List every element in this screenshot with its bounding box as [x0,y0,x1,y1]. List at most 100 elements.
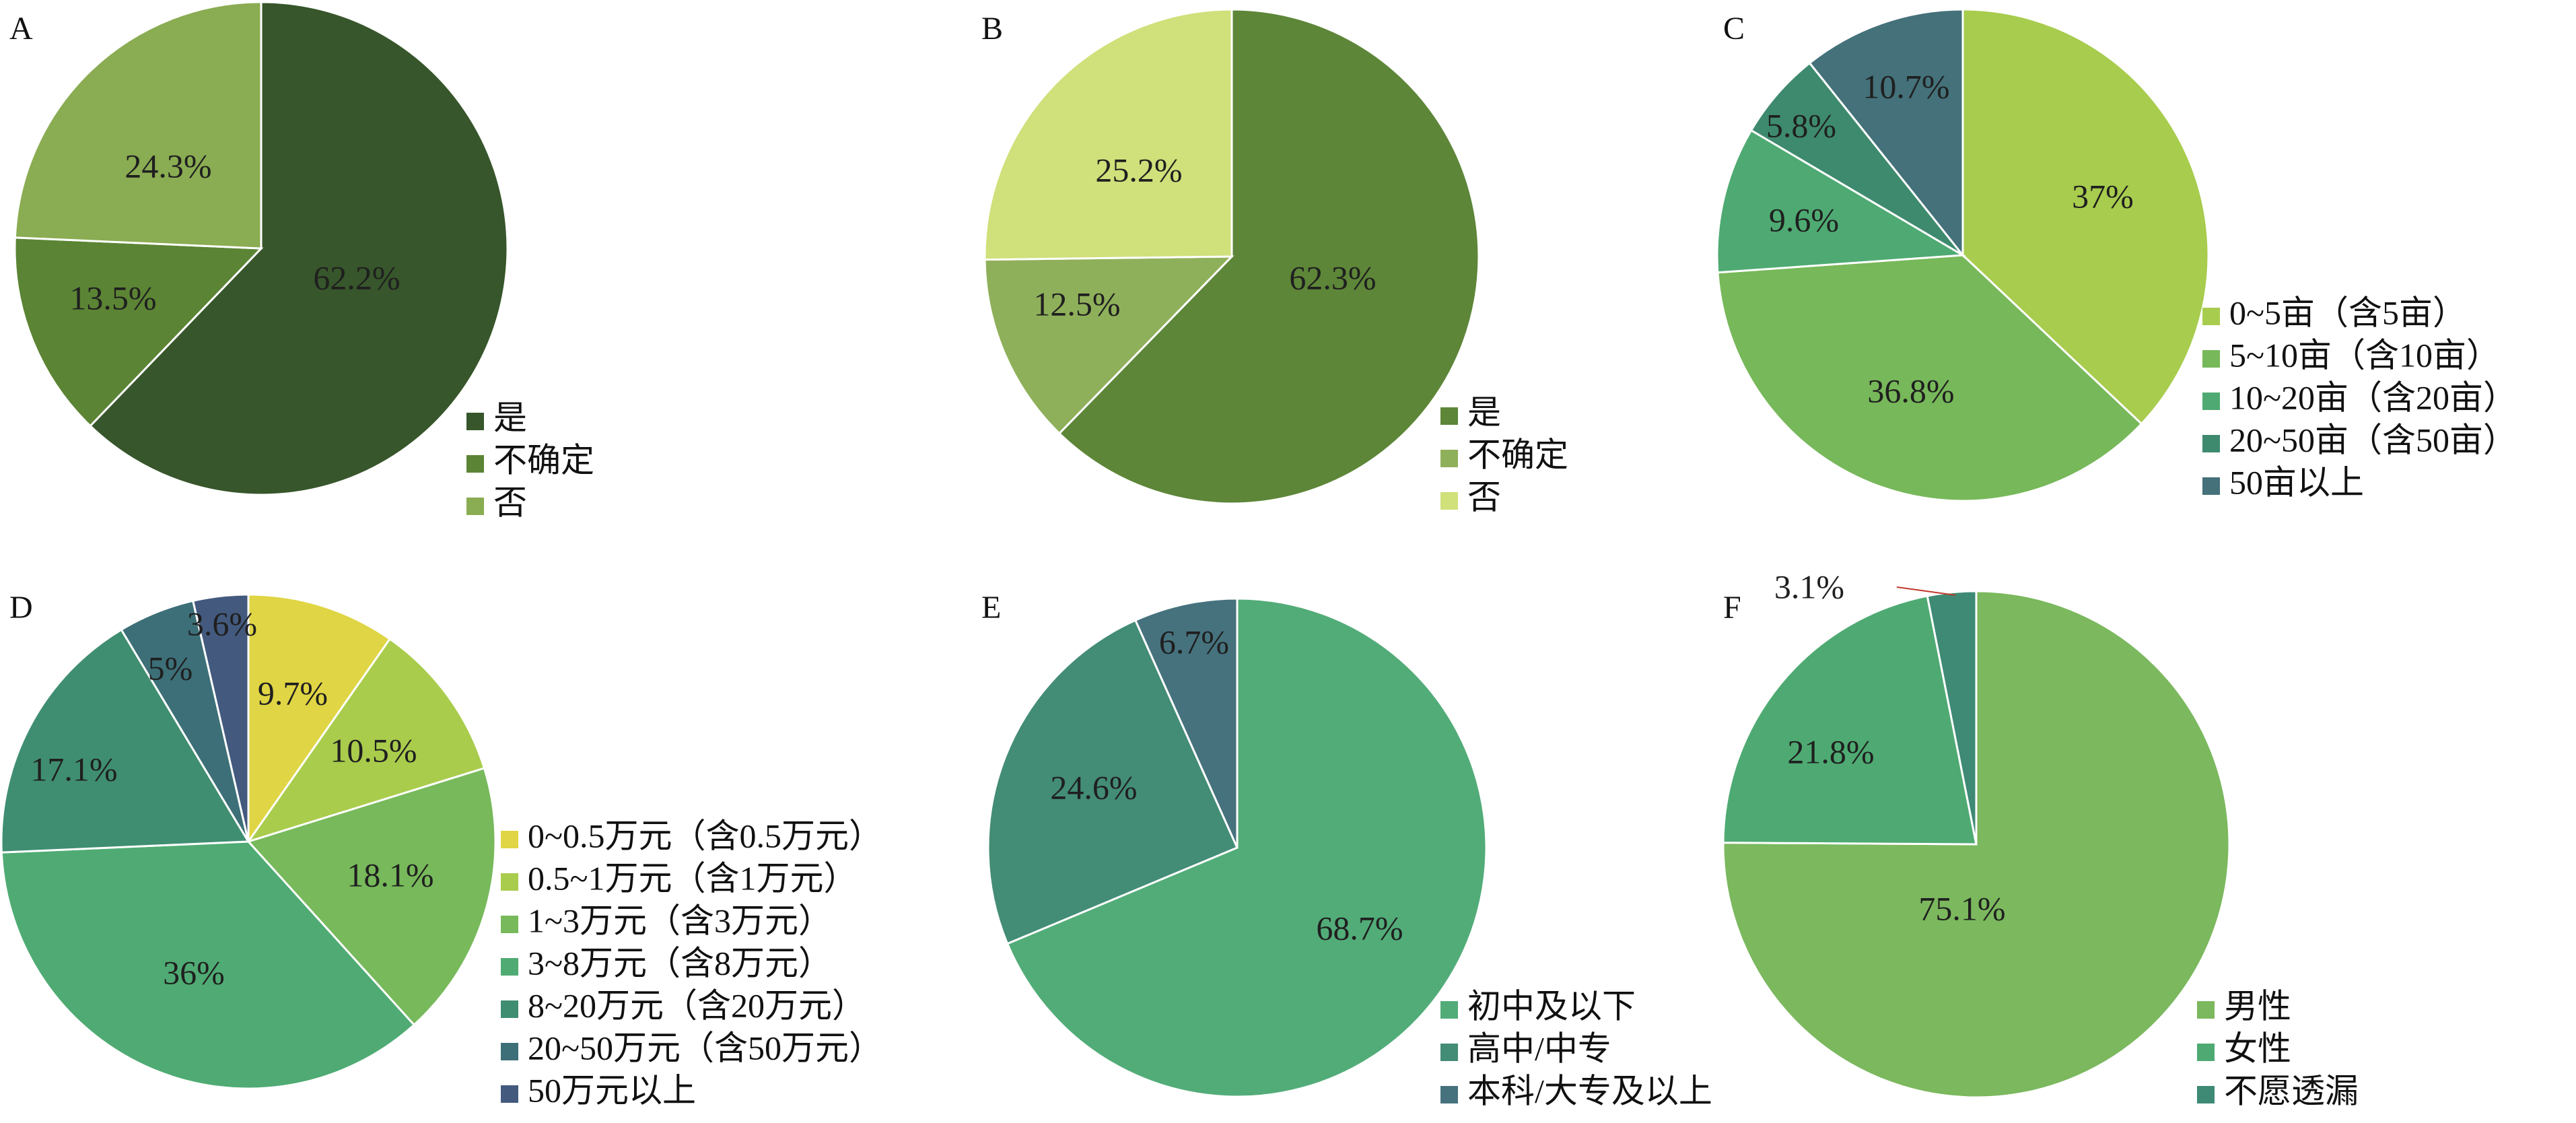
data-label: 75.1% [1918,889,2005,927]
data-label: 6.7% [1159,623,1229,660]
data-label: 13.5% [69,279,156,316]
pie-slice [1722,590,2231,1099]
data-label: 62.2% [313,259,400,296]
pie-slice [247,593,392,845]
pie-slice [0,628,250,854]
legend-swatch [2202,435,2220,452]
legend-swatch [1440,1086,1458,1103]
legend-entry: 5~10亩（含10亩） [2229,336,2500,374]
pie-slice [1808,8,1964,259]
pie-slice [246,637,486,844]
pie-chart-d: D 9.7%10.5% 18.1% 36% 17.1% 5% 3.6% 0~0.5万元（含0.… [0,590,882,1109]
data-label: 24.3% [125,147,211,184]
legend-entry: 不确定 [1467,436,1568,473]
data-label: 21.8% [1787,733,1874,770]
legend-entry: 50万元以上 [528,1071,696,1109]
panel-label: C [1723,11,1745,46]
legend-entry: 0.5~1万元（含1万元） [528,859,858,897]
legend-swatch [501,1043,518,1060]
legend-swatch [1440,492,1458,510]
legend: 0~5亩（含5亩） 5~10亩（含10亩） 10~20亩（含20亩） 20~50亩（含… [2202,294,2517,501]
panel-label: F [1723,590,1741,625]
legend-swatch [2202,350,2220,368]
legend-swatch [2197,1044,2215,1061]
pie-slice [88,1,509,496]
pie-slice [246,767,497,1027]
pie-slice [1749,61,1964,257]
legend-entry: 男性 [2224,987,2291,1025]
legend-entry: 是 [1467,393,1501,431]
data-label: 36% [163,953,225,991]
data-label: 9.6% [1769,201,1839,238]
legend-entry: 1~3万元（含3万元） [528,901,832,939]
legend-entry: 20~50万元（含50万元） [528,1029,882,1066]
legend-swatch [501,873,518,891]
legend-entry: 0~5亩（含5亩） [2229,294,2466,331]
legend-entry: 女性 [2224,1029,2291,1067]
pie-slice [13,236,264,428]
data-label: 3.1% [1774,568,1844,605]
legend-swatch [1440,1001,1458,1019]
legend-swatch [1440,407,1458,425]
legend-swatch [466,498,484,515]
data-label: 5% [148,649,193,687]
panel-label: A [9,11,33,46]
data-label: 10.5% [330,731,417,769]
legend-swatch [1440,450,1458,467]
legend-swatch [2202,393,2220,410]
legend-swatch [466,455,484,473]
pie-slice [191,593,250,842]
data-label: 37% [2072,177,2134,215]
data-label: 10.7% [1863,67,1949,105]
legend-entry: 不确定 [493,441,594,479]
pie-slice [13,1,263,250]
pie-slice [1961,8,2210,426]
legend-swatch [501,916,518,933]
legend-entry: 是 [493,399,527,436]
data-label: 62.3% [1289,259,1376,296]
pie-slice [1134,597,1239,848]
panel-label: E [981,590,1001,625]
pie-slice [1006,597,1488,1098]
legend-swatch [2202,308,2220,325]
legend-entry: 8~20万元（含20万元） [528,986,866,1024]
legend-swatch [501,831,518,848]
data-label: 25.2% [1095,151,1182,189]
data-label: 9.7% [258,674,328,712]
panel-label: D [9,590,33,625]
pie-chart-c: C 37% 36.8% 9.6% 5.8% 10.7% 0~5亩（含5亩） 5~10亩（含10… [1716,8,2517,502]
panel-label: B [981,11,1003,46]
data-label: 68.7% [1316,909,1403,947]
pie-slice [1716,129,1966,274]
pie-slice [987,619,1239,945]
legend-entry: 高中/中专 [1467,1029,1611,1067]
legend-entry: 否 [493,483,527,521]
legend: 0~0.5万元（含0.5万元） 0.5~1万元（含1万元） 1~3万元（含3万元） 3… [501,817,882,1109]
legend-entry: 20~50亩（含50亩） [2229,421,2517,458]
data-label: 36.8% [1867,372,1954,409]
legend-swatch [2197,1086,2215,1103]
pie-slice [1057,8,1480,505]
legend-entry: 50亩以上 [2229,463,2364,501]
legend-swatch [501,958,518,976]
data-label: 24.6% [1050,768,1137,806]
pie-slice [1716,254,2143,502]
pie-slice [983,255,1234,435]
legend-entry: 不愿透漏 [2224,1072,2359,1110]
data-label: 17.1% [30,750,117,788]
legend-entry: 3~8万元（含8万元） [528,944,832,982]
data-label: 5.8% [1766,106,1836,144]
pie-slice [1722,594,1978,846]
legend-swatch [501,1085,518,1103]
legend-swatch [466,413,484,430]
legend-entry: 初中及以下 [1467,987,1636,1025]
